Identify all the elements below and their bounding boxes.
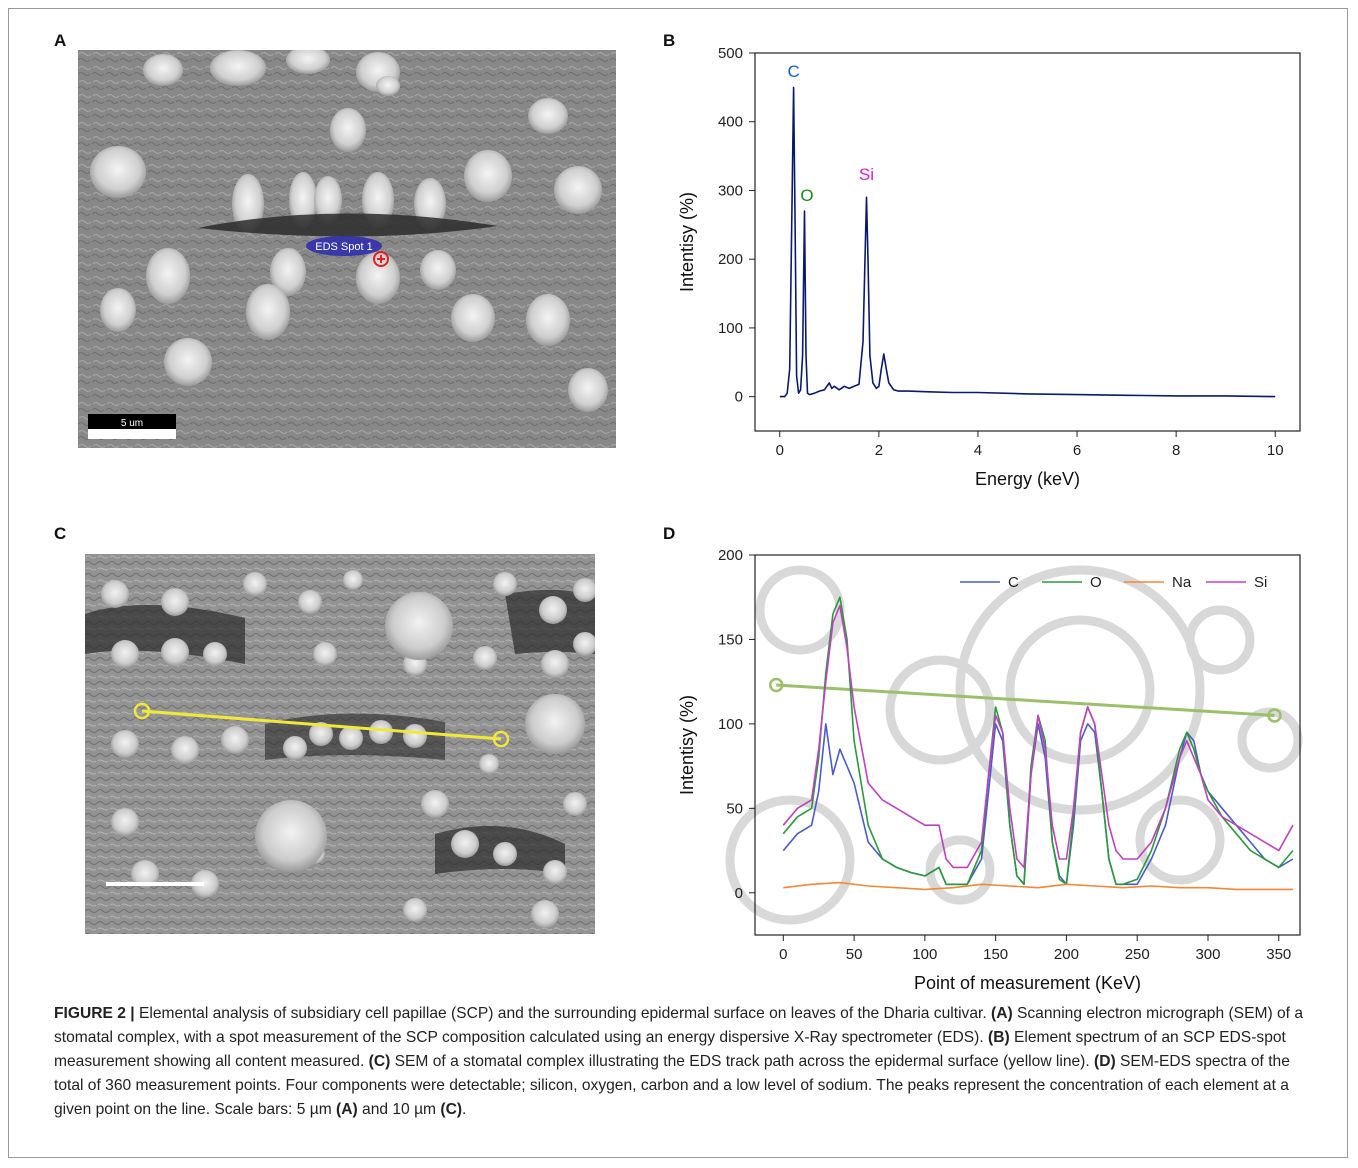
eds-target-icon [373,251,389,267]
background-ring [1005,615,1155,765]
panel-letter-d: D [663,524,676,543]
background-ring [755,565,845,655]
eds-crosshair-icon [377,255,385,263]
caption-ref-d: (D) [1094,1053,1116,1070]
background-ring [925,835,995,905]
figure-caption: FIGURE 2 | Elemental analysis of subsidi… [54,1002,1316,1122]
x-tick-label: 250 [1125,946,1150,963]
legend-label-Si: Si [1254,574,1267,591]
background-ring [1185,605,1255,675]
y-tick-label: 500 [718,45,743,62]
scale-bar-white [88,429,176,439]
x-tick-label: 6 [1073,442,1081,459]
y-tick-label: 400 [718,114,743,131]
caption-text-c: SEM of a stomatal complex illustrating t… [390,1053,1095,1070]
y-axis-label: Intentisy (%) [677,192,697,292]
caption-and: and 10 µm [357,1101,441,1118]
papillae-a [90,50,608,412]
series-line-0 [779,86,1276,398]
legend-label-Na: Na [1172,574,1192,591]
track-end-marker [492,730,510,748]
sem-image-a: EDS Spot 1 5 um [78,50,616,448]
peak-label-C: C [788,62,800,81]
y-tick-label: 200 [718,547,743,564]
y-tick-label: 100 [718,320,743,337]
caption-ref-a: (A) [991,1005,1013,1022]
large-papilla-bottom [255,800,327,872]
large-papilla-top [385,592,453,660]
eds-spot-label: EDS Spot 1 [315,241,372,253]
x-tick-label: 4 [974,442,982,459]
series-line-C [782,723,1294,886]
x-tick-label: 0 [776,442,784,459]
y-tick-label: 50 [726,800,743,817]
figure-frame [8,8,1348,1158]
plot-frame [754,554,1301,936]
scale-bar-black [88,414,176,429]
stomatal-pore-a [198,213,498,237]
background-ring [1135,795,1225,885]
figure-label: FIGURE 2 | [54,1005,135,1022]
peak-label-O: O [800,186,813,205]
caption-ref-a2: (A) [336,1101,358,1118]
chart-d: 0 50 100 150 200 250 300 350 0 50 100 150 200 Point o… [677,547,1303,993]
y-axis-label: Intentisy (%) [677,695,697,795]
x-tick-label: 350 [1266,946,1291,963]
y-tick-label: 0 [735,885,743,902]
scale-bar-c [106,882,204,886]
large-papilla-right [525,694,585,754]
series-line-Si [782,604,1294,869]
sem-micrograph-c [85,554,595,934]
panel-letter-b: B [663,31,676,50]
sem-micrograph-a: EDS Spot 1 5 um [78,50,616,448]
caption-ref-c2: (C) [440,1101,463,1118]
x-tick-label: 150 [983,946,1008,963]
x-tick-label: 10 [1267,442,1284,459]
x-tick-label: 0 [779,946,787,963]
track-line [776,683,1275,717]
x-tick-label: 8 [1172,442,1180,459]
x-tick-label: 50 [846,946,863,963]
x-tick-label: 300 [1195,946,1220,963]
caption-text-d: SEM-EDS spectra of the total of 360 meas… [54,1053,1290,1118]
peak-label-Si: Si [859,165,874,184]
track-start-marker [768,677,784,693]
caption-ref-b: (B) [988,1029,1010,1046]
panel-letter-a: A [54,31,67,50]
track-end-marker [1267,708,1282,723]
track-start-marker [133,702,151,720]
background-ring [955,565,1205,815]
legend-label-O: O [1090,574,1102,591]
background-ring [725,795,855,925]
y-tick-label: 100 [718,716,743,733]
background-sem-decoration [725,565,1303,925]
x-tick-label: 2 [875,442,883,459]
caption-ref-c: (C) [368,1053,391,1070]
x-tick-label: 200 [1054,946,1079,963]
legend-label-C: C [1008,574,1019,591]
caption-text-a: Scanning electron micrograph (SEM) of a … [54,1005,1304,1046]
eds-spot-marker [306,236,382,256]
y-tick-label: 150 [718,631,743,648]
panel-letter-c: C [54,524,67,543]
series-line-Na [783,881,1293,891]
background-ring [885,655,995,765]
y-tick-label: 300 [718,182,743,199]
scale-bar-label-a: 5 um [121,418,143,429]
caption-text-b: Element spectrum of an SCP EDS-spot meas… [54,1029,1286,1070]
y-tick-label: 200 [718,251,743,268]
eds-track-line [141,709,502,741]
plot-frame [754,52,1301,432]
caption-intro: Elemental analysis of subsidiary cell pa… [134,1005,991,1022]
sem-image-c [85,554,595,934]
caption-end: . [462,1101,467,1118]
x-tick-label: 100 [912,946,937,963]
x-axis-label: Energy (keV) [975,469,1080,489]
x-axis-label: Point of measurement (KeV) [914,973,1141,993]
y-tick-label: 0 [735,389,743,406]
